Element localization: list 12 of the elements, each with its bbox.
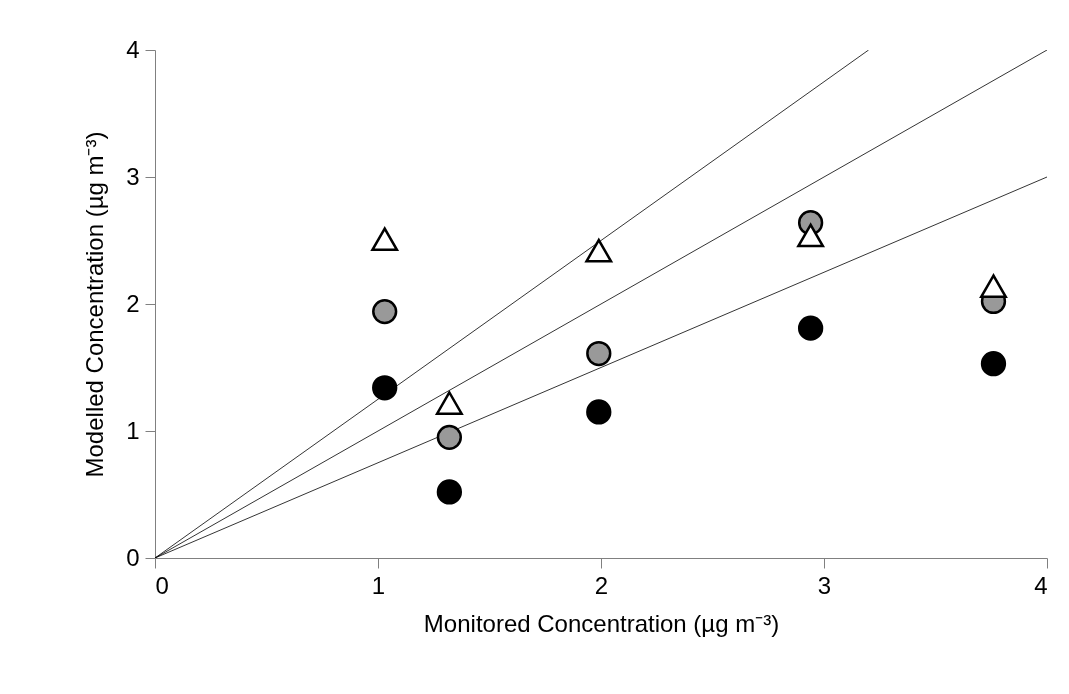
y-tick-label: 3 [126, 162, 140, 190]
y-axis-title: Modelled Concentration (µg m⁻³) [81, 131, 109, 478]
y-tick-label: 4 [126, 35, 140, 63]
y-tick-label: 2 [126, 289, 140, 317]
x-tick-label: 0 [155, 571, 169, 599]
y-tick-label: 0 [126, 543, 140, 571]
x-tick-label: 3 [817, 571, 832, 599]
x-tick-label: 4 [1034, 571, 1048, 599]
x-tick-label: 2 [594, 571, 609, 599]
x-tick-label: 1 [371, 571, 386, 599]
x-axis-title: Monitored Concentration (µg m⁻³) [423, 609, 780, 637]
y-tick-label: 1 [126, 416, 140, 444]
